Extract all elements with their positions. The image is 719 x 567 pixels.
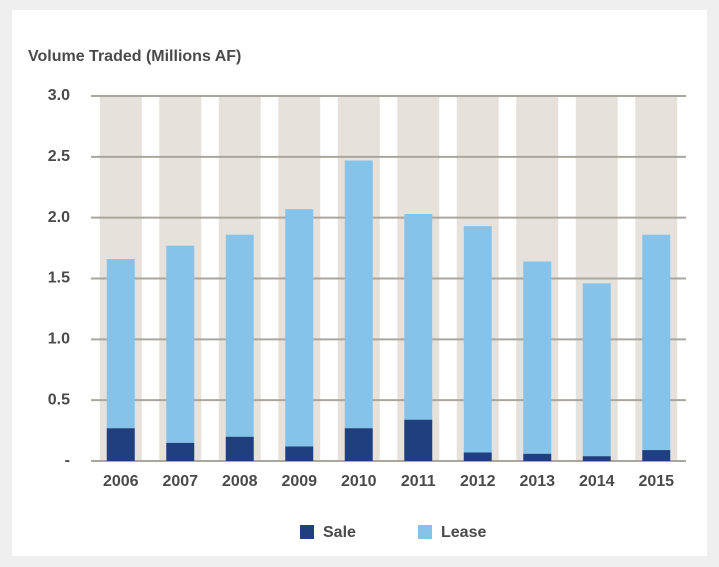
bar-segment [404, 214, 433, 420]
legend-swatch [418, 525, 432, 539]
bar-segment [463, 226, 492, 453]
bar-segment [285, 209, 314, 447]
x-tick-label: 2007 [162, 473, 198, 490]
x-tick-label: 2010 [341, 473, 377, 490]
bar-segment [642, 234, 671, 451]
x-tick-label: 2008 [222, 473, 258, 490]
bar-segment [523, 453, 552, 461]
x-tick-label: 2013 [519, 473, 555, 490]
bar-segment [285, 446, 314, 461]
bar-segment [523, 261, 552, 454]
y-tick-label: 2.5 [48, 148, 70, 165]
bar-segment [166, 245, 195, 443]
bar-segment [106, 259, 135, 429]
chart-title: Volume Traded (Millions AF) [28, 48, 241, 65]
bar-segment [166, 442, 195, 461]
x-tick-label: 2009 [281, 473, 317, 490]
y-tick-label: 0.5 [48, 391, 70, 408]
legend-label: Lease [441, 524, 486, 541]
bar-segment [106, 428, 135, 461]
y-tick-label: 1.5 [48, 270, 70, 287]
y-tick-label: 2.0 [48, 209, 70, 226]
x-tick-label: 2014 [579, 473, 615, 490]
bar-segment [582, 456, 611, 461]
y-tick-label: - [65, 452, 70, 469]
bar-segment [404, 419, 433, 461]
legend-swatch [300, 525, 314, 539]
x-tick-label: 2015 [638, 473, 674, 490]
x-tick-label: 2011 [401, 473, 436, 490]
legend-label: Sale [323, 524, 356, 541]
bar-segment [642, 450, 671, 461]
x-tick-label: 2012 [460, 473, 496, 490]
bar-segment [225, 234, 254, 437]
bar-segment [463, 452, 492, 461]
y-tick-label: 1.0 [48, 331, 70, 348]
bar-segment [344, 428, 373, 461]
x-tick-label: 2006 [103, 473, 139, 490]
bar-segment [582, 283, 611, 457]
y-tick-label: 3.0 [48, 87, 70, 104]
bar-segment [344, 160, 373, 429]
bar-segment [225, 436, 254, 461]
